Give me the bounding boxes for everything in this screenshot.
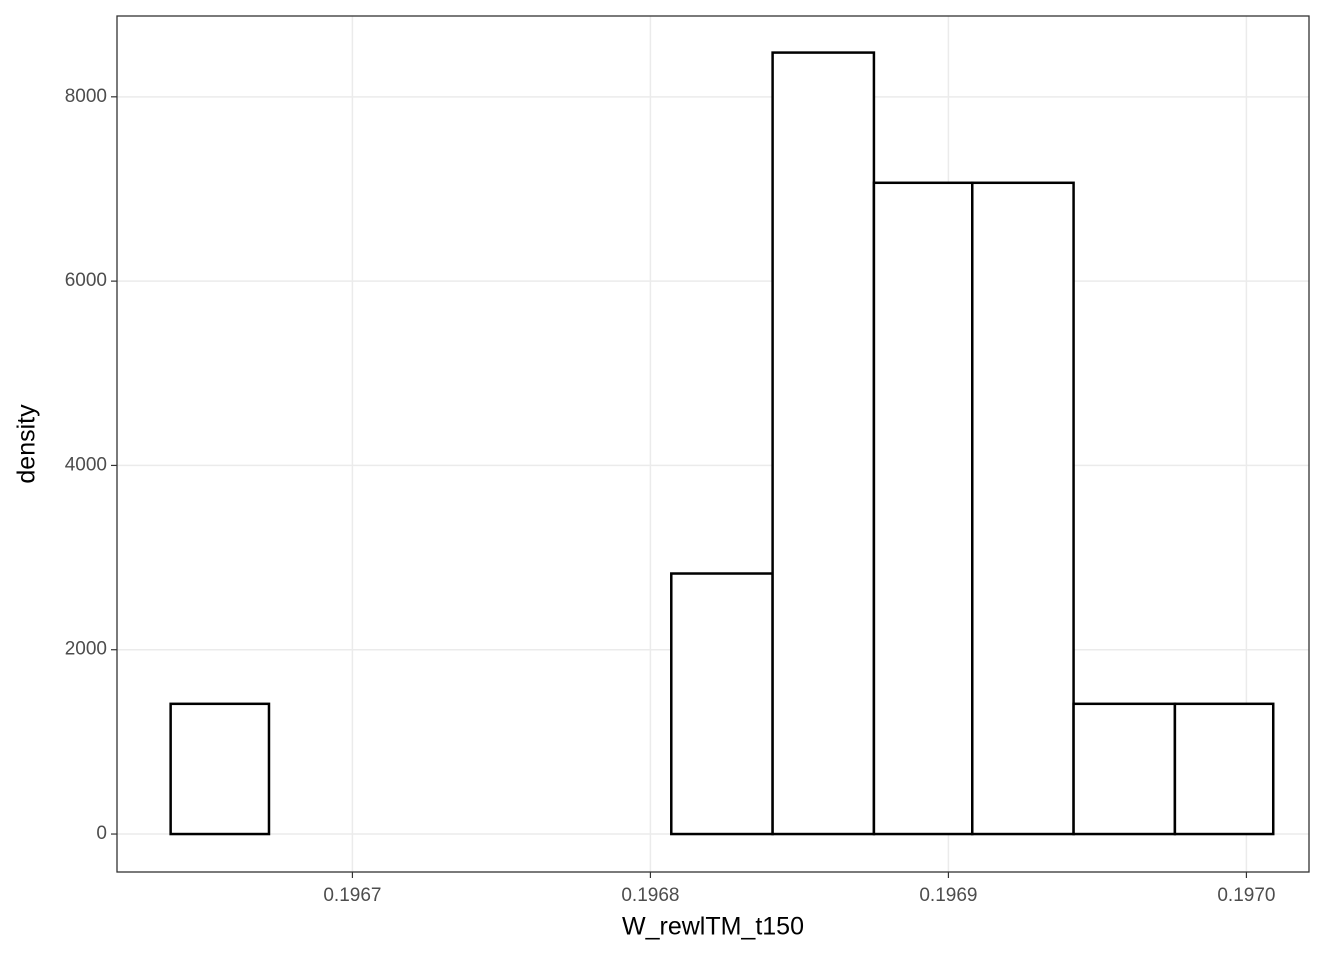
y-tick-label: 4000	[65, 454, 107, 475]
bar	[971, 181, 1075, 836]
x-tick-label: 0.1968	[621, 885, 679, 906]
y-tick-label: 6000	[65, 270, 107, 291]
bar	[872, 181, 974, 836]
y-tick-label: 8000	[65, 86, 107, 107]
y-axis-title: density	[13, 404, 41, 484]
bar	[670, 572, 774, 836]
x-tick-label: 0.1969	[919, 885, 977, 906]
bar	[771, 51, 876, 836]
y-tick-label: 2000	[65, 639, 107, 660]
x-tick-label: 0.1967	[323, 885, 381, 906]
x-axis-title: W_rewlTM_t150	[622, 913, 804, 941]
panel-border	[116, 15, 1310, 873]
x-tick-label: 0.1970	[1217, 885, 1275, 906]
bar	[1173, 702, 1275, 836]
y-tick-label: 0	[96, 823, 107, 844]
bar	[169, 702, 271, 836]
bar	[1072, 702, 1177, 836]
